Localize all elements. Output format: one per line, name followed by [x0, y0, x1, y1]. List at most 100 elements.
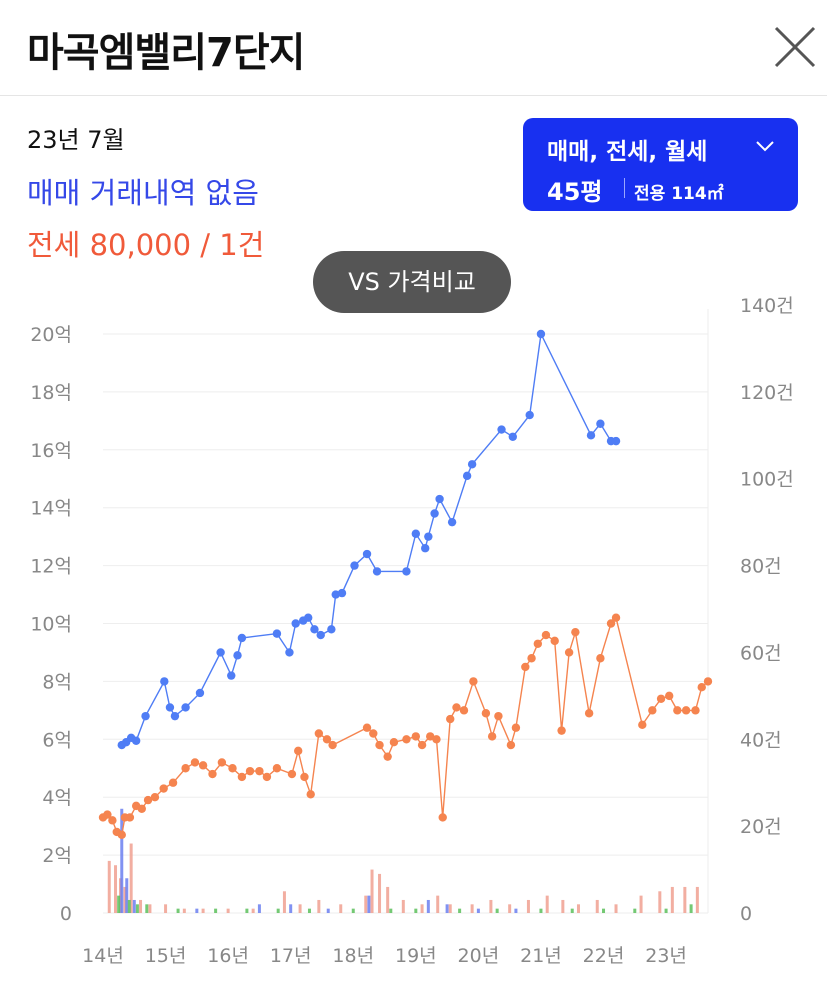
price-point[interactable] [527, 654, 536, 663]
price-point[interactable] [285, 648, 294, 657]
price-point[interactable] [447, 517, 457, 527]
price-point[interactable] [304, 613, 313, 622]
price-point[interactable] [291, 619, 300, 628]
price-point[interactable] [375, 740, 384, 750]
price-point[interactable] [411, 529, 421, 538]
price-point[interactable] [521, 662, 530, 672]
price-point[interactable] [310, 625, 319, 634]
price-point[interactable] [611, 436, 621, 446]
trade-filter-button[interactable]: 매매, 전세, 월세 45평 전용 114㎡ [523, 118, 798, 211]
price-point[interactable] [421, 544, 430, 553]
price-point[interactable] [168, 778, 178, 787]
price-point[interactable] [703, 677, 713, 686]
price-point[interactable] [571, 627, 580, 637]
price-point[interactable] [314, 729, 324, 738]
price-point[interactable] [481, 709, 491, 718]
price-point[interactable] [656, 694, 666, 703]
price-point[interactable] [228, 764, 237, 773]
price-point[interactable] [141, 711, 150, 721]
price-point[interactable] [648, 706, 657, 715]
price-point[interactable] [638, 720, 647, 730]
price-point[interactable] [424, 532, 433, 541]
price-point[interactable] [402, 735, 411, 744]
price-point[interactable] [417, 740, 427, 750]
price-point[interactable] [511, 723, 521, 732]
price-point[interactable] [131, 736, 141, 745]
price-point[interactable] [245, 766, 255, 776]
price-point[interactable] [143, 795, 153, 805]
price-point[interactable] [452, 703, 461, 712]
price-point[interactable] [170, 711, 180, 721]
price-point[interactable] [272, 629, 282, 638]
price-point[interactable] [294, 746, 303, 756]
price-point[interactable] [467, 460, 477, 469]
price-point[interactable] [536, 329, 546, 339]
price-point[interactable] [459, 706, 469, 715]
price-point[interactable] [697, 682, 706, 692]
price-point[interactable] [216, 648, 225, 657]
price-point[interactable] [369, 729, 378, 738]
price-point[interactable] [217, 758, 227, 767]
price-point[interactable] [550, 636, 559, 646]
price-point[interactable] [300, 772, 309, 782]
price-point[interactable] [306, 790, 315, 799]
price-point[interactable] [402, 567, 411, 576]
price-point[interactable] [533, 639, 543, 648]
price-point[interactable] [494, 711, 503, 721]
price-point[interactable] [316, 630, 325, 640]
price-point[interactable] [150, 793, 160, 802]
price-point[interactable] [208, 769, 217, 779]
price-point[interactable] [165, 703, 175, 712]
price-point[interactable] [665, 691, 674, 701]
price-point[interactable] [430, 509, 439, 518]
price-point[interactable] [350, 561, 359, 570]
price-point[interactable] [435, 494, 444, 504]
price-point[interactable] [506, 740, 516, 750]
price-point[interactable] [586, 431, 596, 440]
price-point[interactable] [190, 758, 200, 767]
price-point[interactable] [103, 810, 112, 819]
price-point[interactable] [160, 677, 169, 686]
price-point[interactable] [362, 723, 372, 732]
price-point[interactable] [117, 830, 126, 840]
price-point[interactable] [438, 813, 447, 822]
price-point[interactable] [432, 735, 441, 744]
price-point[interactable] [426, 732, 435, 741]
price-point[interactable] [525, 410, 534, 420]
price-point[interactable] [181, 703, 190, 712]
price-point[interactable] [691, 706, 700, 715]
price-point[interactable] [237, 633, 247, 643]
price-point[interactable] [287, 769, 297, 779]
price-point[interactable] [508, 432, 517, 441]
price-point[interactable] [389, 737, 399, 747]
price-point[interactable] [327, 625, 336, 634]
price-point[interactable] [383, 752, 392, 761]
vs-compare-button[interactable]: VS 가격비교 [313, 251, 511, 313]
price-point[interactable] [596, 654, 605, 663]
price-point[interactable] [125, 813, 135, 822]
price-point[interactable] [564, 648, 574, 657]
price-point[interactable] [469, 677, 478, 686]
price-point[interactable] [195, 688, 205, 698]
price-point[interactable] [322, 735, 332, 744]
price-point[interactable] [541, 630, 551, 640]
price-point[interactable] [557, 726, 566, 735]
price-point[interactable] [362, 549, 372, 559]
price-point[interactable] [255, 766, 264, 776]
price-point[interactable] [462, 471, 472, 481]
price-point[interactable] [272, 764, 282, 773]
price-point[interactable] [181, 764, 190, 773]
price-point[interactable] [137, 804, 146, 813]
price-point[interactable] [584, 709, 594, 718]
price-point[interactable] [673, 706, 682, 715]
price-point[interactable] [446, 714, 455, 724]
price-point[interactable] [411, 732, 421, 741]
price-point[interactable] [372, 567, 382, 576]
price-point[interactable] [227, 671, 236, 680]
price-point[interactable] [159, 784, 168, 793]
price-point[interactable] [487, 732, 497, 741]
price-point[interactable] [237, 772, 247, 782]
price-point[interactable] [611, 613, 621, 622]
price-point[interactable] [108, 816, 117, 825]
price-point[interactable] [328, 740, 337, 750]
